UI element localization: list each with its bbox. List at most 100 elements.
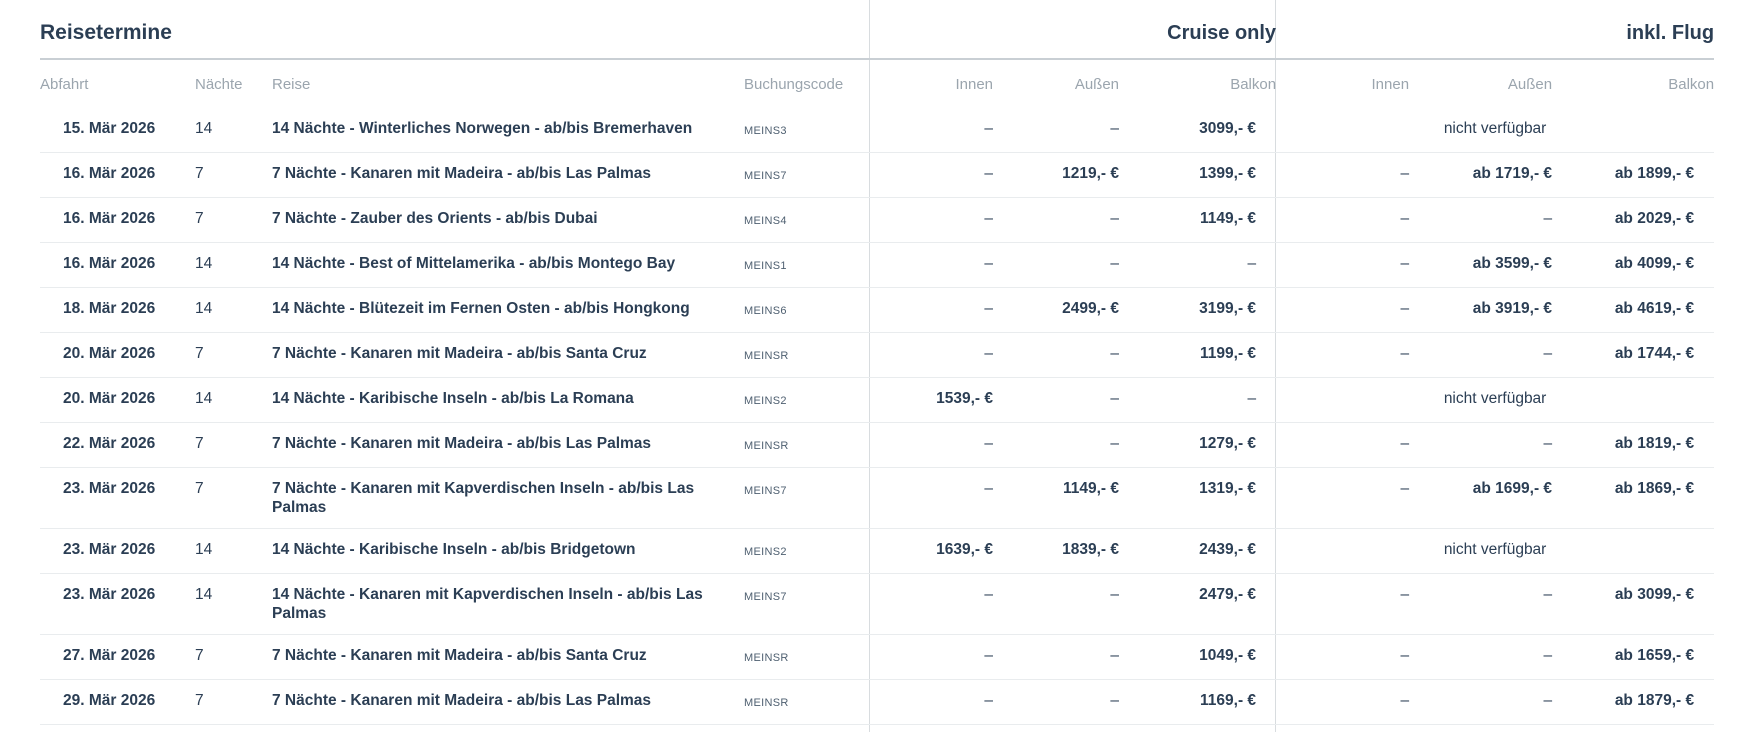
table-row[interactable]: 18. Mär 2026 14 14 Nächte - Blütezeit im… (40, 287, 1715, 333)
departure-date-cell: 20. Mär 2026 (40, 377, 195, 423)
cruise-only-innen-price-cell: – (870, 724, 994, 732)
departure-date-cell: 22. Mär 2026 (40, 422, 195, 468)
trip-name-cell: 14 Nächte - Karibische Inseln - ab/bis L… (272, 377, 744, 423)
cruise-only-balkon-price-cell: 3099,- € (1119, 108, 1277, 153)
nights-cell: 7 (195, 197, 272, 243)
cruise-only-balkon-price-cell: 1319,- € (1119, 467, 1277, 529)
flug-aussen-price-cell: ab 3919,- € (1409, 287, 1553, 333)
column-header-reise: Reise (272, 75, 311, 93)
booking-code-cell: MEINSR (744, 422, 871, 468)
cruise-only-balkon-price-cell: – (1119, 242, 1277, 288)
column-header-cruise-innen: Innen (955, 75, 994, 93)
flug-innen-price-cell: – (1276, 197, 1410, 243)
flug-aussen-price-cell: – (1409, 332, 1553, 378)
table-row[interactable]: 16. Mär 2026 7 7 Nächte - Zauber des Ori… (40, 197, 1715, 243)
cruise-only-innen-price-cell: 1639,- € (870, 528, 994, 574)
column-header-flug-aussen: Außen (1507, 75, 1553, 93)
cruise-only-innen-price-cell: – (870, 242, 994, 288)
departure-date-cell: 16. Mär 2026 (40, 197, 195, 243)
trip-name-cell: 7 Nächte - Kanaren mit Madeira - ab/bis … (272, 332, 744, 378)
nights-cell: 7 (195, 152, 272, 198)
cruise-only-innen-price-cell: – (870, 467, 994, 529)
trip-name-cell: 14 Nächte - Winterliches Norwegen - ab/b… (272, 108, 744, 153)
trip-name-cell: 7 Nächte - Kanaren mit Marokko - ab/bis … (272, 724, 744, 732)
flug-aussen-price-cell: ab 1719,- € (1409, 152, 1553, 198)
not-available-cell: nicht verfügbar (1276, 528, 1715, 574)
trip-name-cell: 14 Nächte - Blütezeit im Fernen Osten - … (272, 287, 744, 333)
cruise-only-aussen-price-cell: 1219,- € (993, 152, 1120, 198)
cruise-only-innen-price-cell: – (870, 152, 994, 198)
table-row[interactable]: 29. Mär 2026 7 7 Nächte - Kanaren mit Ma… (40, 679, 1715, 725)
cruise-only-aussen-price-cell: 1149,- € (993, 467, 1120, 529)
cruise-only-balkon-price-cell: 1169,- € (1119, 679, 1277, 725)
flug-balkon-price-cell: ab 1819,- € (1552, 422, 1715, 468)
cruise-only-balkon-price-cell: 2479,- € (1119, 573, 1277, 635)
cruise-only-innen-price-cell: – (870, 679, 994, 725)
table-row[interactable]: 20. Mär 2026 7 7 Nächte - Kanaren mit Ma… (40, 332, 1715, 378)
table-row[interactable]: 23. Mär 2026 7 7 Nächte - Kanaren mit Ka… (40, 467, 1715, 529)
flug-aussen-price-cell: – (1409, 679, 1553, 725)
flug-innen-price-cell: – (1276, 422, 1410, 468)
table-row[interactable]: 15. Mär 2026 14 14 Nächte - Winterliches… (40, 108, 1715, 153)
cruise-only-aussen-price-cell: – (993, 634, 1120, 680)
cruise-only-aussen-price-cell: – (993, 422, 1120, 468)
cruise-only-innen-price-cell: – (870, 634, 994, 680)
departure-date-cell: 18. Mär 2026 (40, 287, 195, 333)
booking-code-cell: MEINS2 (744, 377, 871, 423)
flug-balkon-price-cell: ab 4099,- € (1552, 242, 1715, 288)
trip-name-cell: 7 Nächte - Kanaren mit Madeira - ab/bis … (272, 679, 744, 725)
flug-innen-price-cell: – (1276, 634, 1410, 680)
column-header-naechte: Nächte (195, 75, 243, 93)
cruise-only-balkon-price-cell: 1049,- € (1119, 634, 1277, 680)
cruise-only-aussen-price-cell: – (993, 108, 1120, 153)
section-header-inkl-flug: inkl. Flug (1276, 0, 1715, 60)
departure-date-cell: 30. Mär 2026 (40, 724, 195, 732)
cruise-only-aussen-price-cell: – (993, 724, 1120, 732)
nights-cell: 7 (195, 679, 272, 725)
trip-name-cell: 7 Nächte - Kanaren mit Madeira - ab/bis … (272, 634, 744, 680)
flug-aussen-price-cell: – (1409, 634, 1553, 680)
column-header-flug-innen: Innen (1371, 75, 1410, 93)
flug-balkon-price-cell: ab 3099,- € (1552, 573, 1715, 635)
nights-cell: 14 (195, 108, 272, 153)
cruise-only-innen-price-cell: – (870, 422, 994, 468)
nights-cell: 7 (195, 724, 272, 732)
flug-balkon-price-cell: ab 2029,- € (1552, 197, 1715, 243)
travel-dates-table: Reisetermine Cruise only inkl. Flug Abfa… (40, 0, 1715, 732)
table-row[interactable]: 23. Mär 2026 14 14 Nächte - Kanaren mit … (40, 573, 1715, 635)
column-header-buchungscode: Buchungscode (744, 75, 844, 93)
flug-innen-price-cell: – (1276, 152, 1410, 198)
booking-code-cell: MEINS4 (744, 197, 871, 243)
table-row[interactable]: 27. Mär 2026 7 7 Nächte - Kanaren mit Ma… (40, 634, 1715, 680)
departure-date-cell: 23. Mär 2026 (40, 528, 195, 574)
flug-innen-price-cell: – (1276, 573, 1410, 635)
table-row[interactable]: 16. Mär 2026 7 7 Nächte - Kanaren mit Ma… (40, 152, 1715, 198)
cruise-only-aussen-price-cell: – (993, 197, 1120, 243)
table-row[interactable]: 23. Mär 2026 14 14 Nächte - Karibische I… (40, 528, 1715, 574)
booking-code-cell: MEINSR (744, 332, 871, 378)
flug-balkon-price-cell: ab 1659,- € (1552, 634, 1715, 680)
table-row[interactable]: 22. Mär 2026 7 7 Nächte - Kanaren mit Ma… (40, 422, 1715, 468)
nights-cell: 14 (195, 287, 272, 333)
not-available-cell: nicht verfügbar (1276, 377, 1715, 423)
cruise-only-innen-price-cell: – (870, 197, 994, 243)
departure-date-cell: 16. Mär 2026 (40, 242, 195, 288)
column-header-flug-balkon: Balkon (1668, 75, 1715, 93)
table-row[interactable]: 30. Mär 2026 7 7 Nächte - Kanaren mit Ma… (40, 724, 1715, 732)
trip-name-cell: 14 Nächte - Kanaren mit Kapverdischen In… (272, 573, 744, 635)
column-header-cruise-aussen: Außen (1074, 75, 1120, 93)
flug-innen-price-cell: – (1276, 724, 1410, 732)
cruise-only-aussen-price-cell: – (993, 573, 1120, 635)
booking-code-cell: MEINSR (744, 679, 871, 725)
cruise-only-aussen-price-cell: – (993, 377, 1120, 423)
flug-balkon-price-cell: ab 1899,- € (1552, 152, 1715, 198)
cruise-only-balkon-price-cell: 1399,- € (1119, 152, 1277, 198)
cruise-only-balkon-price-cell: 1199,- € (1119, 332, 1277, 378)
table-row[interactable]: 16. Mär 2026 14 14 Nächte - Best of Mitt… (40, 242, 1715, 288)
cruise-only-balkon-price-cell: 1279,- € (1119, 422, 1277, 468)
departure-date-cell: 16. Mär 2026 (40, 152, 195, 198)
table-row[interactable]: 20. Mär 2026 14 14 Nächte - Karibische I… (40, 377, 1715, 423)
cruise-only-innen-price-cell: – (870, 108, 994, 153)
cruise-only-balkon-price-cell: 3199,- € (1119, 287, 1277, 333)
column-header-cruise-balkon: Balkon (1230, 75, 1277, 93)
